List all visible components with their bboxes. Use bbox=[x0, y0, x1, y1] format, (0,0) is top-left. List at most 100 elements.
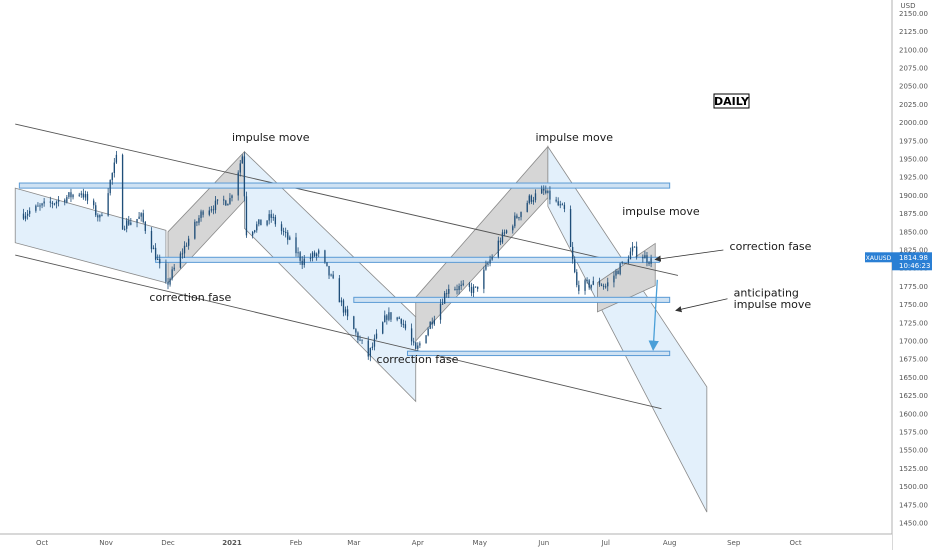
candle-body bbox=[541, 189, 543, 194]
candle-body bbox=[301, 260, 303, 265]
candle-body bbox=[101, 214, 103, 216]
x-tick-label: 2021 bbox=[222, 539, 242, 547]
candle-body bbox=[561, 204, 563, 206]
timeframe-badge bbox=[713, 93, 750, 109]
y-tick-label: 1500.00 bbox=[899, 483, 928, 491]
candle-layer bbox=[22, 150, 652, 362]
candle-body bbox=[258, 219, 260, 225]
candle-body bbox=[140, 213, 142, 217]
candle-body bbox=[474, 286, 477, 288]
candle-body bbox=[615, 270, 617, 276]
y-tick-label: 1650.00 bbox=[899, 374, 928, 382]
candle-body bbox=[72, 194, 74, 198]
candle-body bbox=[270, 214, 272, 218]
candle-body bbox=[78, 194, 80, 196]
trendline-lower bbox=[15, 254, 662, 410]
y-tick-label: 1900.00 bbox=[899, 192, 928, 200]
candle-body bbox=[472, 286, 475, 293]
zone-1 bbox=[18, 182, 671, 189]
candle-body bbox=[355, 329, 357, 333]
candle-body bbox=[646, 255, 648, 263]
candle-body bbox=[605, 286, 607, 288]
candle-body bbox=[528, 195, 530, 203]
candle-body bbox=[454, 288, 456, 290]
candle-body bbox=[181, 253, 184, 255]
candle-body bbox=[501, 232, 504, 243]
candle-body bbox=[68, 192, 70, 198]
candle-body bbox=[520, 211, 522, 218]
annotation-label: correction fase bbox=[377, 353, 459, 366]
candle-body bbox=[433, 319, 435, 325]
x-tick-label: Oct bbox=[36, 539, 48, 547]
candle-body bbox=[231, 195, 233, 198]
x-tick-label: Feb bbox=[290, 539, 303, 547]
symbol-label: XAUUSD bbox=[866, 255, 892, 262]
annotation-label: impulse move bbox=[232, 131, 310, 144]
candle-body bbox=[642, 257, 644, 259]
last-price-label: 1814.98 bbox=[899, 254, 928, 262]
y-tick-label: 1475.00 bbox=[899, 501, 928, 509]
channel-impulse-1 bbox=[167, 150, 245, 284]
candle-body bbox=[462, 283, 464, 285]
zone-3 bbox=[353, 296, 671, 303]
y-tick-label: 1625.00 bbox=[899, 392, 928, 400]
candle-body bbox=[239, 163, 241, 173]
y-tick-label: 1725.00 bbox=[899, 319, 928, 327]
arrow-layer bbox=[648, 249, 728, 352]
candle-body bbox=[491, 256, 493, 260]
y-tick-label: 1975.00 bbox=[899, 137, 928, 145]
candle-body bbox=[489, 259, 491, 264]
candle-body bbox=[598, 280, 601, 285]
candle-body bbox=[311, 252, 314, 258]
candle-body bbox=[592, 280, 594, 285]
annotation-label: impulse move bbox=[622, 205, 700, 218]
candle-body bbox=[254, 230, 256, 233]
candle-body bbox=[22, 213, 25, 219]
candle-body bbox=[404, 324, 407, 329]
candle-body bbox=[198, 217, 200, 223]
candle-body bbox=[590, 284, 592, 288]
candle-body bbox=[326, 262, 328, 266]
candle-body bbox=[214, 200, 217, 211]
candle-body bbox=[150, 230, 153, 250]
trendline-upper bbox=[15, 123, 679, 276]
annotation-label: impulse move bbox=[535, 131, 613, 144]
candle-body bbox=[289, 237, 291, 240]
candle-body bbox=[635, 246, 638, 258]
candle-body bbox=[382, 322, 384, 334]
candle-body bbox=[514, 215, 516, 227]
candle-body bbox=[400, 318, 402, 324]
y-tick-label: 1700.00 bbox=[899, 338, 928, 346]
candle-body bbox=[545, 190, 547, 193]
candle-body bbox=[107, 193, 109, 216]
candle-body bbox=[130, 222, 132, 225]
candle-body bbox=[648, 262, 650, 264]
candle-body bbox=[371, 346, 374, 349]
candle-body bbox=[169, 278, 171, 285]
candle-body bbox=[183, 245, 186, 254]
y-tick-label: 2000.00 bbox=[899, 119, 928, 127]
candle-body bbox=[487, 263, 489, 265]
candle-body bbox=[315, 253, 318, 257]
candle-body bbox=[97, 215, 99, 218]
projection-arrow bbox=[648, 279, 659, 352]
candle-body bbox=[287, 232, 289, 240]
candle-body bbox=[309, 257, 312, 259]
candle-body bbox=[121, 154, 124, 230]
candle-body bbox=[330, 274, 332, 276]
y-tick-label: 1450.00 bbox=[899, 520, 928, 528]
candle-body bbox=[431, 321, 433, 325]
candle-body bbox=[260, 219, 262, 226]
candle-body bbox=[280, 224, 283, 231]
y-tick-label: 1875.00 bbox=[899, 210, 928, 218]
candle-body bbox=[439, 303, 442, 320]
candle-body bbox=[607, 282, 609, 287]
x-tick-label: Apr bbox=[412, 539, 424, 547]
candle-body bbox=[39, 205, 41, 207]
candle-body bbox=[427, 328, 429, 336]
candle-body bbox=[549, 190, 551, 200]
annotation-layer: impulse move correction fase correction fa… bbox=[149, 93, 812, 366]
candle-body bbox=[109, 180, 111, 194]
candle-body bbox=[113, 162, 115, 173]
